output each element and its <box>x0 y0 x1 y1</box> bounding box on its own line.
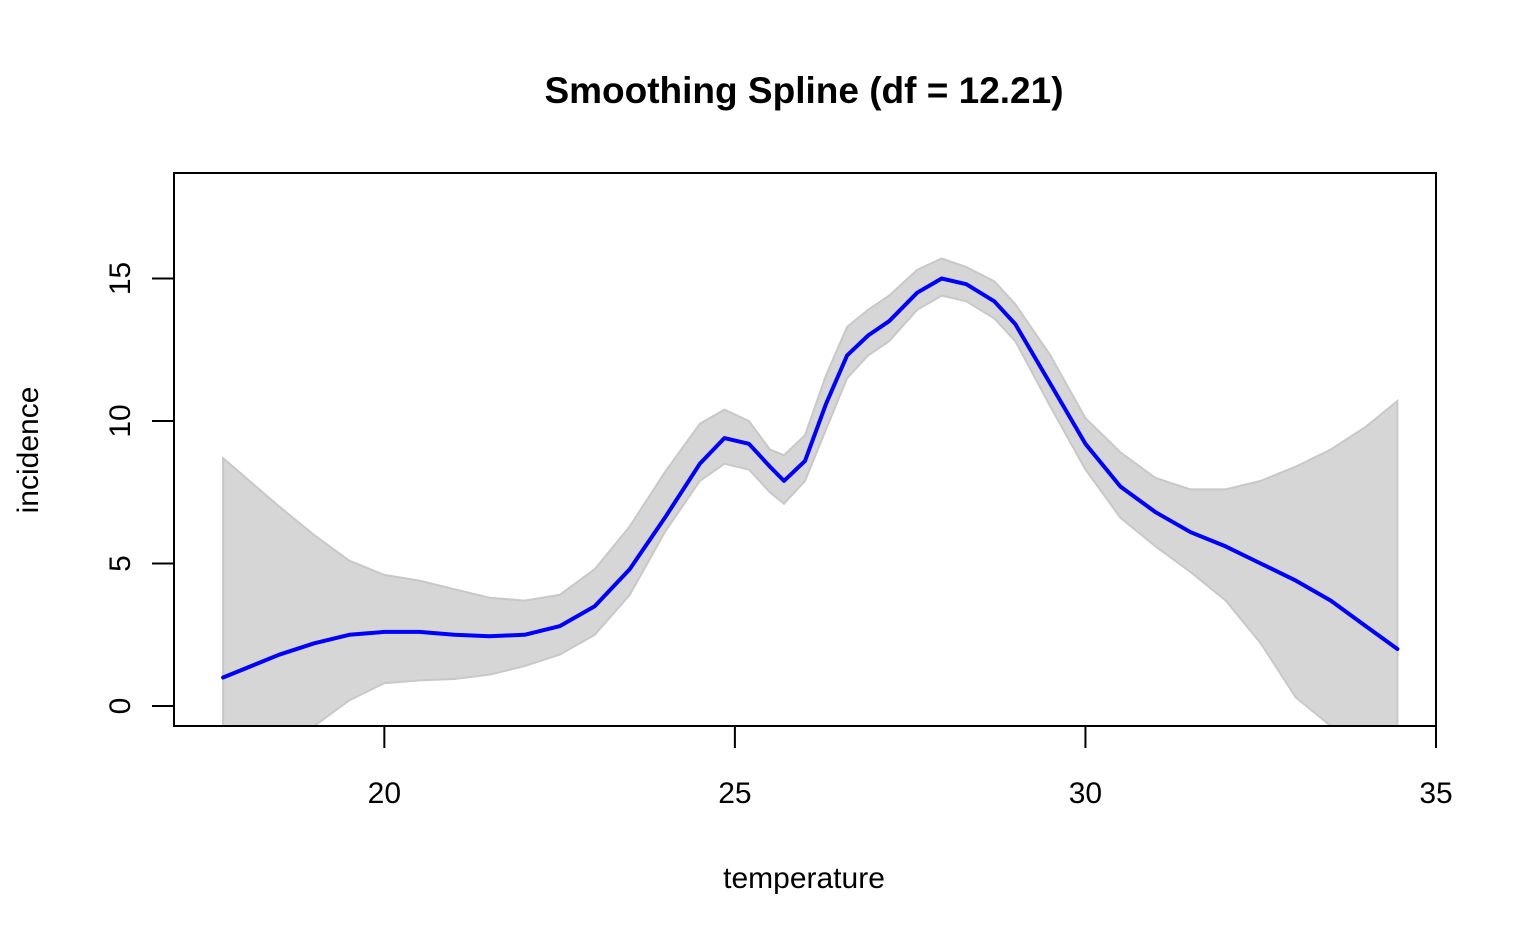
x-tick-label: 35 <box>1419 777 1452 810</box>
chart-title: Smoothing Spline (df = 12.21) <box>544 70 1063 111</box>
x-axis-label: temperature <box>723 862 885 895</box>
x-axis: 20 25 30 35 <box>368 725 1453 810</box>
y-tick-label: 10 <box>104 404 137 437</box>
x-tick-label: 20 <box>368 777 401 810</box>
y-tick-label: 15 <box>104 262 137 295</box>
x-tick-label: 30 <box>1069 777 1102 810</box>
y-axis-label: incidence <box>12 387 45 514</box>
y-tick-label: 0 <box>104 698 137 715</box>
confidence-band <box>222 257 1399 727</box>
y-tick-label: 5 <box>104 555 137 572</box>
x-tick-label: 25 <box>718 777 751 810</box>
spline-fit-line <box>221 276 1400 680</box>
confidence-band-layer <box>222 257 1399 727</box>
fit-line-layer <box>221 276 1400 680</box>
y-axis: 0 5 10 15 <box>104 262 175 715</box>
